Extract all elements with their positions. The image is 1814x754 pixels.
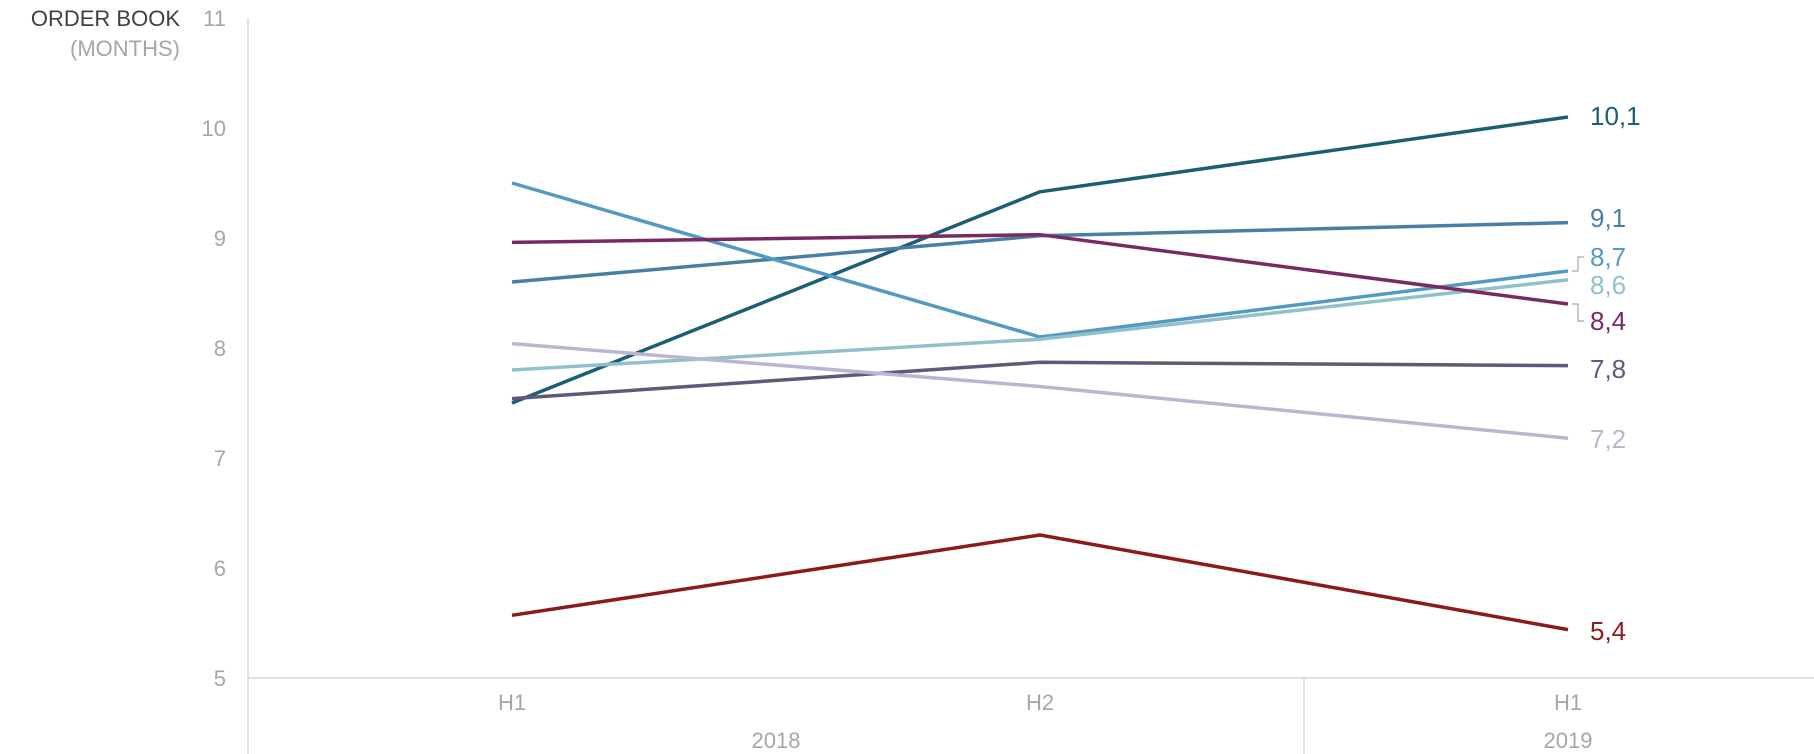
y-tick-label: 11 [203,6,226,31]
series-end-label: 5,4 [1590,616,1626,646]
y-tick-label: 8 [214,336,226,361]
x-group-label: 2019 [1544,728,1593,753]
y-axis-ticks: 5 6 7 8 9 10 11 [202,6,226,691]
x-tick-label: H2 [1026,690,1054,715]
label-leader-line [1572,256,1584,272]
series-line [511,181,1569,339]
series-line [511,115,1569,405]
series-end-label: 8,6 [1590,270,1626,300]
series-line [511,278,1569,372]
y-tick-label: 10 [202,116,226,141]
series-line [511,360,1569,401]
y-tick-label: 9 [214,226,226,251]
series-line [511,341,1569,440]
y-tick-label: 7 [214,446,226,471]
axes [247,18,1814,754]
y-tick-label: 5 [214,666,226,691]
series-end-label: 7,2 [1590,424,1626,454]
x-tick-label: H1 [1554,690,1582,715]
label-leader-line [1572,303,1584,322]
x-tick-label: H1 [498,690,526,715]
series-line [511,232,1569,306]
series-end-label: 10,1 [1590,101,1641,131]
y-tick-label: 6 [214,556,226,581]
series-end-label: 9,1 [1590,203,1626,233]
series-line [511,220,1569,284]
series-end-label: 7,8 [1590,354,1626,384]
x-axis-year-groups: 2018 2019 [752,728,1593,753]
series-end-labels: 10,1 9,1 8,78,6 8,4 7,8 7,2 5,4 [1572,101,1641,646]
x-group-label: 2018 [752,728,801,753]
y-axis-label: ORDER BOOK [31,6,180,31]
y-axis-unit-label: (MONTHS) [70,36,180,61]
series-lines [511,115,1569,632]
x-axis-ticks: H1 H2 H1 [498,690,1582,715]
series-end-label: 8,7 [1590,242,1626,272]
series-end-label: 8,4 [1590,306,1626,336]
series-line [511,533,1569,632]
